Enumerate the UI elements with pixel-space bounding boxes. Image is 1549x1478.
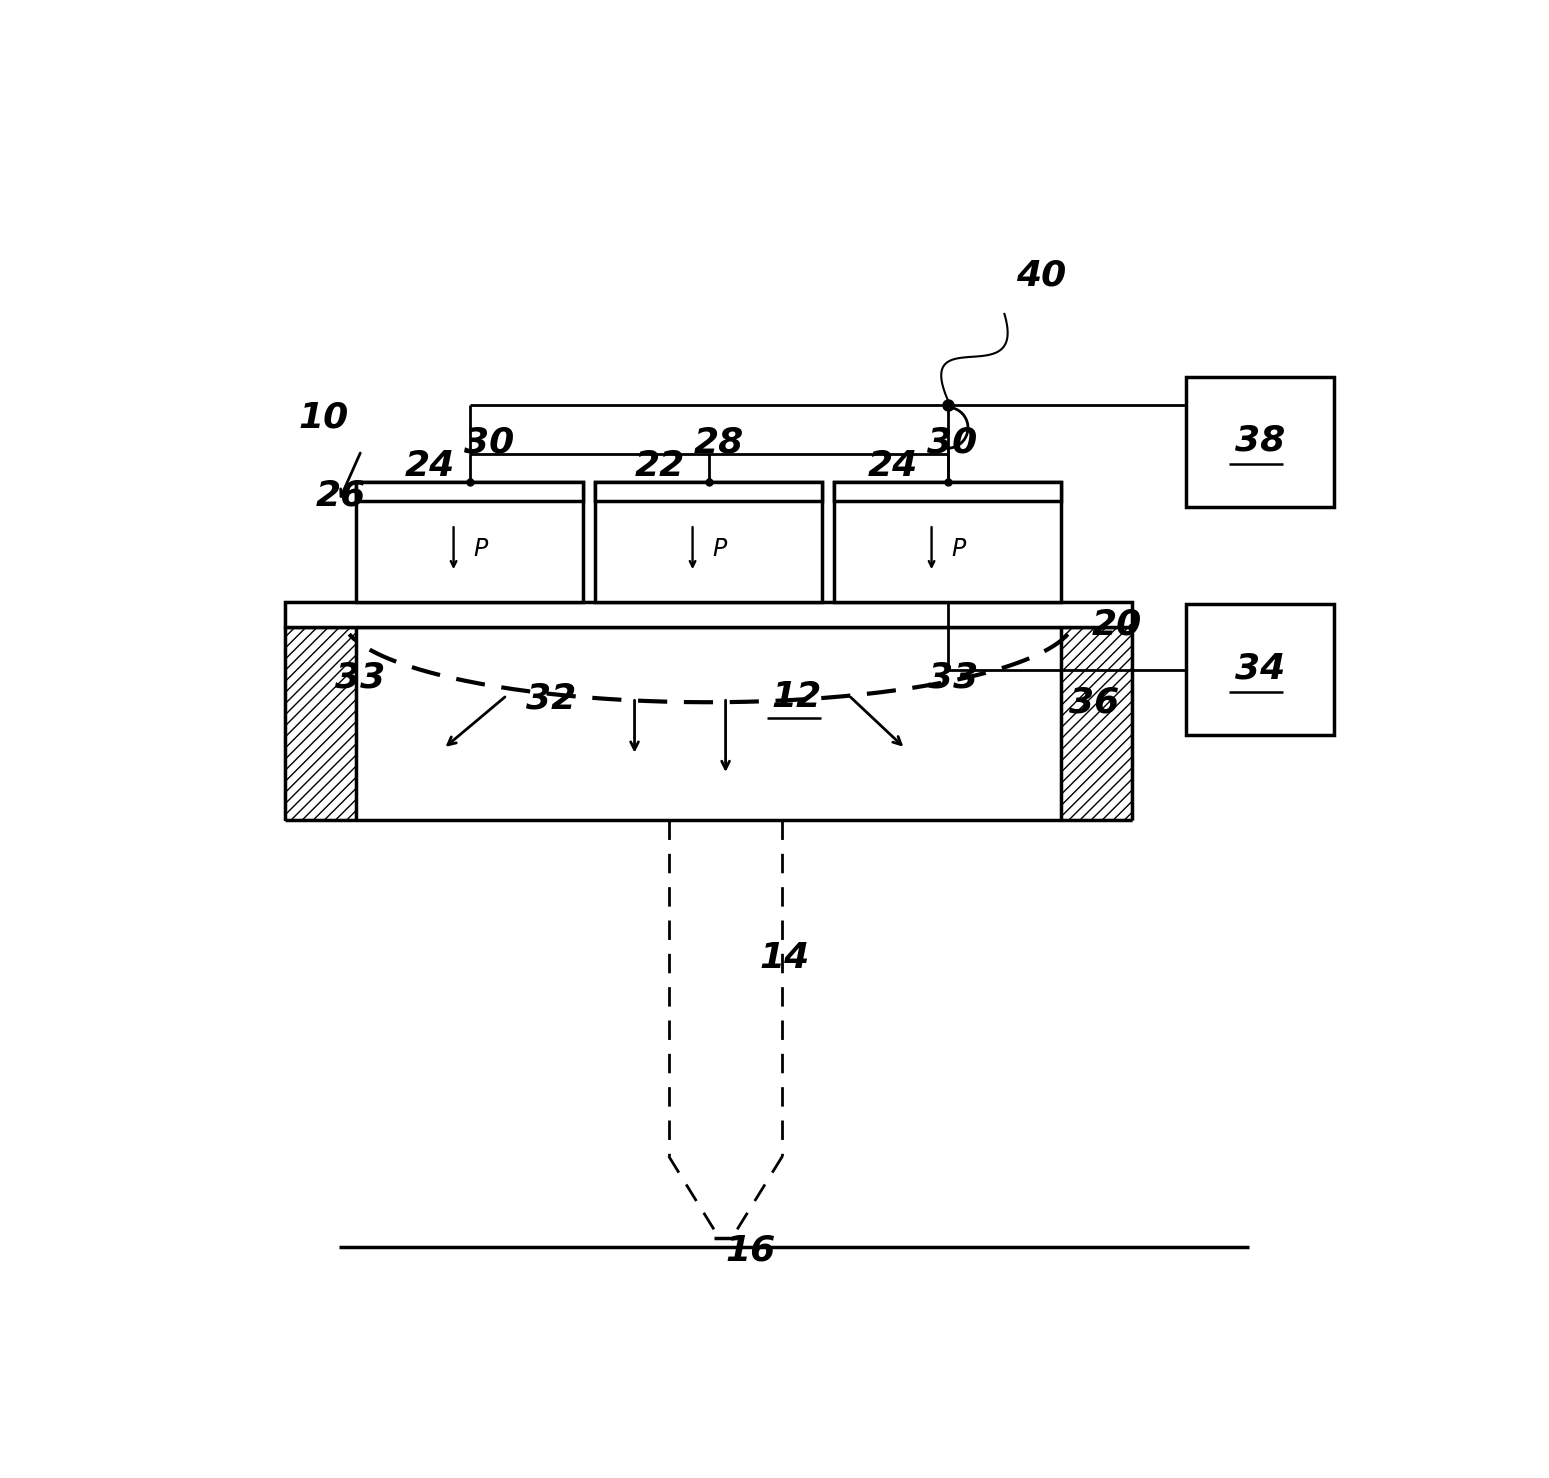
Bar	[833, 482, 1061, 501]
Text: 30: 30	[463, 426, 514, 460]
Text: 30: 30	[926, 426, 977, 460]
Bar	[833, 482, 1061, 602]
Bar	[285, 602, 1132, 627]
Bar	[285, 602, 1132, 627]
Text: 40: 40	[1016, 259, 1066, 293]
Text: 26: 26	[316, 477, 366, 511]
Text: 36: 36	[1069, 686, 1120, 720]
Text: 10: 10	[299, 401, 349, 435]
Text: 32: 32	[527, 681, 576, 715]
Text: 34: 34	[1236, 652, 1286, 686]
Bar	[356, 482, 584, 501]
Bar	[595, 482, 823, 501]
Bar	[285, 627, 356, 820]
Text: 14: 14	[759, 941, 810, 975]
Text: 20: 20	[1092, 607, 1142, 641]
Text: 33: 33	[928, 661, 979, 695]
Text: P: P	[951, 538, 967, 562]
Text: 16: 16	[725, 1234, 776, 1268]
Text: P: P	[713, 538, 726, 562]
Bar	[1187, 605, 1334, 735]
Text: 24: 24	[867, 448, 919, 482]
Text: P: P	[474, 538, 488, 562]
Text: 28: 28	[694, 426, 744, 460]
Bar	[595, 482, 823, 602]
Bar	[1187, 377, 1334, 507]
Bar	[356, 482, 584, 501]
Text: 22: 22	[635, 448, 685, 482]
Text: 33: 33	[335, 661, 386, 695]
Bar	[833, 482, 1061, 501]
Text: 38: 38	[1236, 424, 1286, 458]
Bar	[1061, 627, 1132, 820]
Text: 24: 24	[404, 448, 455, 482]
Bar	[356, 482, 584, 602]
Bar	[595, 482, 823, 501]
Text: 12: 12	[771, 680, 821, 714]
